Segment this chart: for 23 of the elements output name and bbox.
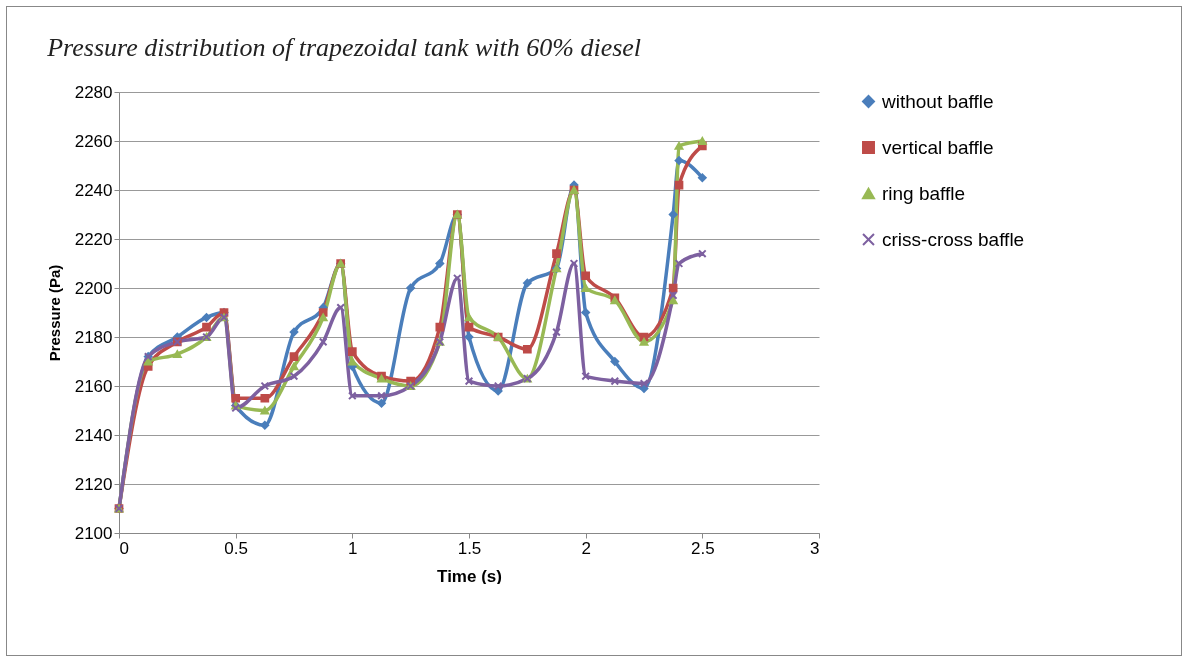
y-axis-title: Pressure (Pa) bbox=[45, 264, 63, 362]
chart-title: Pressure distribution of trapezoidal tank with 60% diesel bbox=[46, 33, 642, 62]
legend-label: vertical baffle bbox=[882, 136, 994, 158]
y-tick-label: 2120 bbox=[74, 474, 113, 494]
y-tick-label: 2260 bbox=[74, 131, 113, 151]
x-tick-label: 3 bbox=[810, 538, 820, 558]
y-tick-label: 2240 bbox=[74, 180, 113, 200]
y-tick-label: 2100 bbox=[74, 523, 113, 543]
legend-label: criss-cross baffle bbox=[882, 228, 1025, 250]
y-tick-label: 2280 bbox=[74, 82, 113, 102]
x-tick-label: 1 bbox=[348, 538, 358, 558]
y-tick-label: 2200 bbox=[74, 278, 113, 298]
legend-label: without baffle bbox=[881, 90, 994, 112]
legend-label: ring baffle bbox=[882, 182, 966, 204]
x-tick-label: 2.5 bbox=[691, 538, 715, 558]
y-tick-label: 2180 bbox=[74, 327, 113, 347]
y-tick-label: 2160 bbox=[74, 376, 113, 396]
x-tick-label: 0 bbox=[119, 538, 129, 558]
y-tick-label: 2220 bbox=[74, 229, 113, 249]
y-tick-label: 2140 bbox=[74, 425, 113, 445]
x-tick-label: 2 bbox=[581, 538, 591, 558]
x-tick-label: 0.5 bbox=[224, 538, 248, 558]
x-tick-label: 1.5 bbox=[457, 538, 482, 558]
